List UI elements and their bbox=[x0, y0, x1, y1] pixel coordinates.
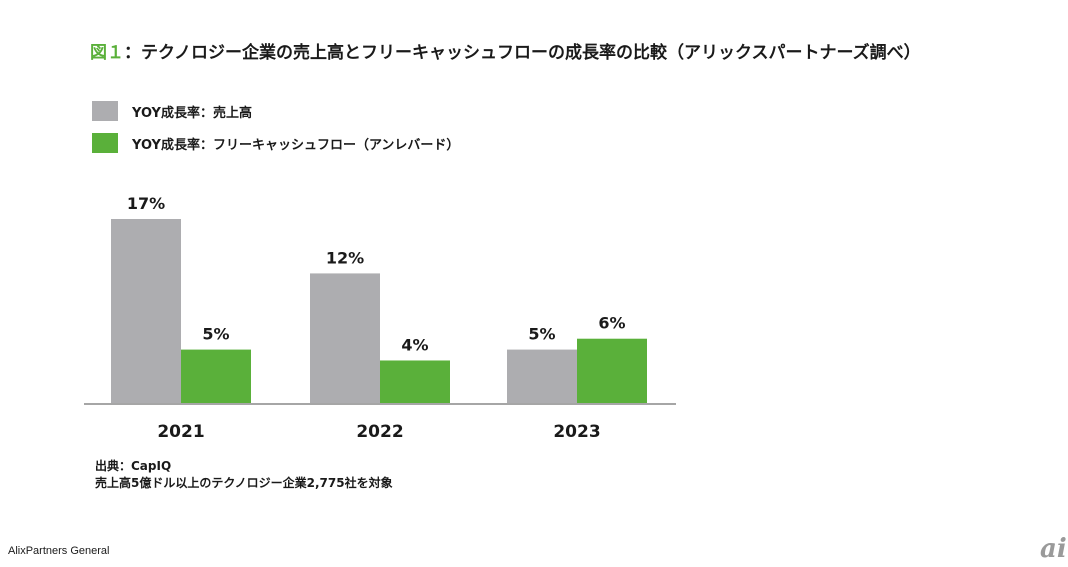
legend-label-fcf: YOY成長率：フリーキャッシュフロー（アンレバード） bbox=[132, 137, 460, 153]
legend-item-fcf: YOY成長率：フリーキャッシュフロー（アンレバード） bbox=[92, 132, 459, 154]
title-text: ：テクノロジー企業の売上高とフリーキャッシュフローの成長率の比較（アリックスパー… bbox=[124, 43, 921, 63]
footer-classification: AlixPartners General bbox=[8, 545, 110, 557]
bar-fcf-2021 bbox=[181, 349, 251, 404]
x-tick-label-2021: 2021 bbox=[157, 422, 204, 442]
source-line: 出典：CapIQ bbox=[95, 459, 172, 473]
legend-swatch-sales bbox=[92, 101, 118, 121]
source-scope-line: 売上高5億ドル以上のテクノロジー企業2,775社を対象 bbox=[95, 476, 393, 490]
data-label-sales-2023: 5% bbox=[528, 325, 555, 344]
data-label-sales-2021: 17% bbox=[127, 194, 165, 213]
data-label-fcf-2022: 4% bbox=[401, 335, 428, 354]
bar-sales-2023 bbox=[507, 349, 577, 404]
x-tick-label-2023: 2023 bbox=[553, 422, 600, 442]
bar-fcf-2023 bbox=[577, 338, 647, 404]
bar-fcf-2022 bbox=[380, 360, 450, 404]
x-tick-label-2022: 2022 bbox=[356, 422, 403, 442]
legend-swatch-fcf bbox=[92, 133, 118, 153]
source-note: 出典：CapIQ 売上高5億ドル以上のテクノロジー企業2,775社を対象 bbox=[95, 458, 393, 492]
data-label-sales-2022: 12% bbox=[326, 248, 364, 267]
chart-title: 図１：テクノロジー企業の売上高とフリーキャッシュフローの成長率の比較（アリックス… bbox=[90, 38, 921, 63]
legend-label-sales: YOY成長率：売上高 bbox=[132, 105, 252, 121]
publisher-logo: ai bbox=[1040, 534, 1067, 564]
figure-label: 図１ bbox=[90, 43, 124, 63]
data-label-fcf-2021: 5% bbox=[202, 325, 229, 344]
legend: YOY成長率：売上高 YOY成長率：フリーキャッシュフロー（アンレバード） bbox=[92, 100, 459, 164]
legend-item-sales: YOY成長率：売上高 bbox=[92, 100, 459, 122]
bar-sales-2021 bbox=[111, 219, 181, 404]
data-label-fcf-2023: 6% bbox=[598, 314, 625, 333]
bar-sales-2022 bbox=[310, 273, 380, 404]
